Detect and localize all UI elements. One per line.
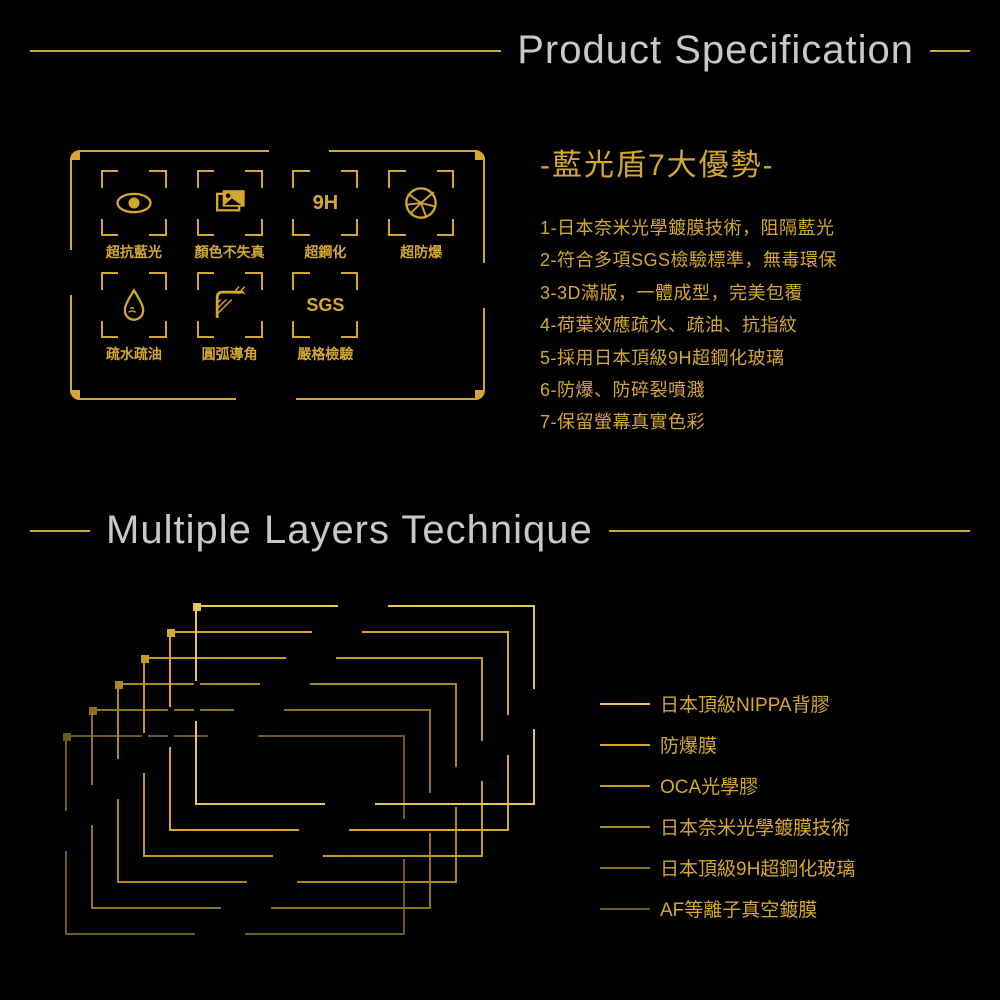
- layer-label-row: OCA光學膠: [600, 772, 855, 799]
- advantage-item: 6-防爆、防碎裂噴濺: [540, 374, 950, 406]
- layer-color-dash: [600, 744, 650, 746]
- arc-icon: [197, 272, 263, 338]
- layer-color-dash: [600, 908, 650, 910]
- eye-icon: [101, 170, 167, 236]
- feature-label: 顏色不失真: [195, 242, 265, 262]
- layer-color-dash: [600, 785, 650, 787]
- advantage-item: 4-荷葉效應疏水、疏油、抗指紋: [540, 309, 950, 341]
- feature-item-shatter: 超防爆: [381, 170, 461, 262]
- layer-label-row: 防爆膜: [600, 731, 855, 758]
- layer-color-dash: [600, 867, 650, 869]
- feature-label: 超防爆: [400, 242, 442, 262]
- advantage-item: 3-3D滿版，一體成型，完美包覆: [540, 277, 950, 309]
- feature-label: 圓弧導角: [202, 344, 258, 364]
- shatter-icon: [388, 170, 454, 236]
- feature-item-sgs: SGS 嚴格檢驗: [286, 272, 366, 364]
- divider-line: [30, 50, 501, 52]
- layer-label-row: AF等離子真空鍍膜: [600, 895, 855, 922]
- divider-line: [30, 530, 90, 532]
- advantage-item: 2-符合多項SGS檢驗標準，無毒環保: [540, 244, 950, 276]
- section2-title-row: Multiple Layers Technique: [0, 508, 1000, 553]
- layer-label-text: OCA光學膠: [660, 772, 758, 799]
- feature-label: 嚴格檢驗: [297, 344, 353, 364]
- layer-labels: 日本頂級NIPPA背膠 防爆膜 OCA光學膠 日本奈米光學鍍膜技術 日本頂級9H…: [600, 690, 855, 936]
- advantage-item: 5-採用日本頂級9H超鋼化玻璃: [540, 342, 950, 374]
- feature-item-image: 顏色不失真: [190, 170, 270, 262]
- feature-panel: 超抗藍光 顏色不失真 9H 超鋼化 超防爆 疏水疏油 圓弧導角 SGS: [70, 150, 485, 400]
- layer-label-row: 日本頂級9H超鋼化玻璃: [600, 854, 855, 881]
- advantages-title: -藍光盾7大優勢-: [540, 140, 950, 184]
- advantages-list: 1-日本奈米光學鍍膜技術，阻隔藍光2-符合多項SGS檢驗標準，無毒環保3-3D滿…: [540, 212, 950, 439]
- section2-title: Multiple Layers Technique: [106, 508, 593, 553]
- layer-color-dash: [600, 703, 650, 705]
- feature-label: 疏水疏油: [106, 344, 162, 364]
- section1-title-row: Product Specification: [0, 28, 1000, 73]
- drop-icon: [101, 272, 167, 338]
- advantage-item: 7-保留螢幕真實色彩: [540, 406, 950, 438]
- feature-item-eye: 超抗藍光: [94, 170, 174, 262]
- feature-item-arc: 圓弧導角: [190, 272, 270, 364]
- sgs-icon: SGS: [292, 272, 358, 338]
- layer-label-text: AF等離子真空鍍膜: [660, 895, 817, 922]
- feature-item-9h: 9H 超鋼化: [286, 170, 366, 262]
- 9h-icon: 9H: [292, 170, 358, 236]
- layer-color-dash: [600, 826, 650, 828]
- layer-label-row: 日本奈米光學鍍膜技術: [600, 813, 855, 840]
- image-icon: [197, 170, 263, 236]
- advantages-block: -藍光盾7大優勢- 1-日本奈米光學鍍膜技術，阻隔藍光2-符合多項SGS檢驗標準…: [540, 140, 950, 439]
- feature-label: 超鋼化: [304, 242, 346, 262]
- layer-label-text: 日本頂級9H超鋼化玻璃: [660, 854, 855, 881]
- layer-label-text: 日本頂級NIPPA背膠: [660, 690, 830, 717]
- section1-title: Product Specification: [517, 28, 914, 73]
- feature-label: 超抗藍光: [106, 242, 162, 262]
- layer-label-text: 防爆膜: [660, 731, 717, 758]
- layers-diagram: [65, 605, 535, 945]
- layer-label-text: 日本奈米光學鍍膜技術: [660, 813, 850, 840]
- divider-line: [930, 50, 970, 52]
- advantage-item: 1-日本奈米光學鍍膜技術，阻隔藍光: [540, 212, 950, 244]
- layer-rect-5: [195, 605, 535, 805]
- feature-item-drop: 疏水疏油: [94, 272, 174, 364]
- layer-label-row: 日本頂級NIPPA背膠: [600, 690, 855, 717]
- divider-line: [609, 530, 970, 532]
